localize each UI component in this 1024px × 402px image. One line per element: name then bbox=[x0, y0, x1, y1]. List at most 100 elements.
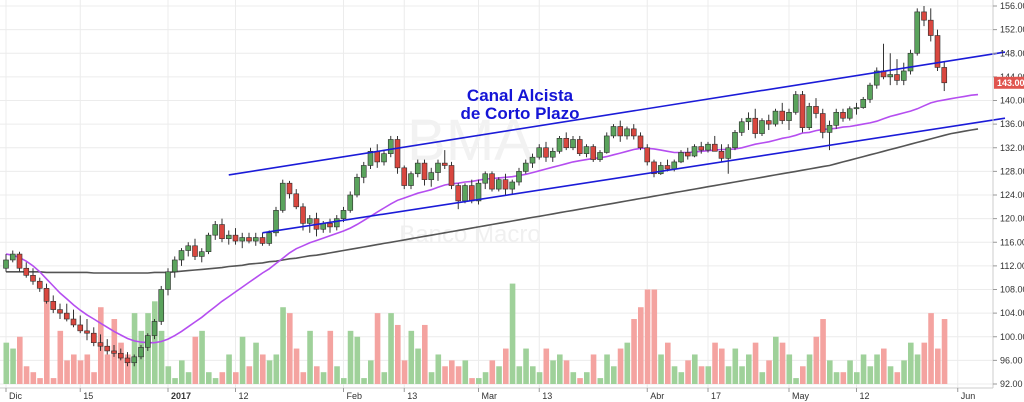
volume-bar bbox=[921, 342, 928, 384]
volume-bar bbox=[489, 360, 496, 384]
candle-body bbox=[732, 132, 738, 149]
candle-body bbox=[266, 232, 273, 244]
y-tick-label: 92.00 bbox=[1000, 379, 1023, 389]
volume-bar bbox=[550, 360, 556, 384]
candle-body bbox=[806, 106, 813, 128]
candle-body bbox=[684, 152, 691, 157]
y-tick-label: 108.00 bbox=[1000, 285, 1024, 295]
volume-bar bbox=[266, 360, 273, 384]
volume-bar bbox=[935, 348, 941, 384]
y-tick-label: 104.00 bbox=[1000, 308, 1024, 318]
candle-body bbox=[421, 162, 428, 180]
candle-body bbox=[509, 181, 516, 190]
candle-body bbox=[576, 139, 583, 154]
candle-body bbox=[401, 167, 408, 186]
candle-body bbox=[846, 108, 853, 119]
candle-body bbox=[354, 176, 360, 196]
candlesticks bbox=[3, 6, 948, 367]
x-tick-label: Feb bbox=[347, 391, 363, 401]
candle-body bbox=[428, 172, 435, 180]
volume-bar bbox=[17, 336, 23, 384]
candle-body bbox=[50, 301, 57, 310]
volume-bar bbox=[570, 372, 577, 384]
candle-body bbox=[678, 152, 684, 163]
volume-bar bbox=[206, 372, 212, 384]
volume-bar bbox=[563, 360, 570, 384]
candle-body bbox=[259, 237, 266, 244]
volume-bar bbox=[739, 366, 745, 384]
volume-bar bbox=[881, 348, 887, 384]
volume-bar bbox=[125, 354, 131, 384]
candle-body bbox=[30, 275, 36, 282]
volume-bar bbox=[91, 372, 97, 384]
candle-body bbox=[597, 152, 603, 160]
candle-body bbox=[306, 218, 313, 224]
candle-body bbox=[347, 194, 354, 211]
volume-bar bbox=[77, 360, 84, 384]
volume-bar bbox=[408, 330, 415, 384]
candle-body bbox=[333, 218, 340, 228]
volume-bar bbox=[698, 366, 705, 384]
candle-body bbox=[549, 150, 556, 158]
x-tick-label: Abr bbox=[650, 391, 664, 401]
volume-bar bbox=[219, 372, 226, 384]
candle-body bbox=[482, 173, 489, 184]
volume-bar bbox=[712, 342, 718, 384]
candle-body bbox=[819, 113, 826, 133]
volume-bar bbox=[462, 360, 469, 384]
volume-bar bbox=[320, 372, 327, 384]
volume-bar bbox=[928, 313, 934, 384]
candle-body bbox=[84, 330, 90, 334]
candle-body bbox=[630, 128, 637, 137]
candle-body bbox=[286, 182, 293, 195]
x-tick-label: 12 bbox=[239, 391, 249, 401]
channel-line bbox=[228, 51, 1006, 176]
candle-body bbox=[900, 70, 907, 81]
volume-bar bbox=[354, 336, 361, 384]
volume-bar bbox=[131, 313, 138, 384]
candle-body bbox=[185, 245, 192, 251]
volume-bar bbox=[820, 319, 826, 384]
candle-body bbox=[644, 147, 651, 163]
volume-bar bbox=[732, 348, 739, 384]
candle-body bbox=[360, 165, 367, 178]
candle-body bbox=[239, 237, 246, 242]
x-axis-ticks: Dic 15 2017 12 Feb 13 Mar 13 Abr 17 May 12 Jun bbox=[5, 388, 975, 401]
y-tick-label: 128.00 bbox=[1000, 166, 1024, 176]
candle-body bbox=[468, 185, 475, 202]
candle-body bbox=[205, 234, 212, 253]
candle-body bbox=[57, 309, 63, 314]
volume-bar bbox=[192, 336, 199, 384]
volume-bar bbox=[746, 354, 752, 384]
volume-bar bbox=[800, 366, 806, 384]
y-tick-label: 96.00 bbox=[1000, 355, 1023, 365]
volume-bar bbox=[516, 366, 523, 384]
candle-body bbox=[192, 245, 198, 257]
candle-body bbox=[894, 74, 900, 81]
volume-bar bbox=[314, 366, 320, 384]
candle-body bbox=[273, 210, 279, 234]
volume-bar bbox=[773, 336, 779, 384]
candle-body bbox=[617, 126, 624, 137]
candle-body bbox=[212, 224, 219, 236]
volume-bar bbox=[678, 372, 685, 384]
volume-bar bbox=[71, 354, 77, 384]
volume-bar bbox=[422, 324, 428, 384]
volume-bar bbox=[361, 378, 367, 384]
watermark-logo: BMA bbox=[407, 108, 533, 173]
volume-bar bbox=[908, 342, 914, 384]
volume-bar bbox=[239, 336, 246, 384]
candle-body bbox=[873, 70, 880, 86]
volume-bar bbox=[725, 366, 732, 384]
volume-bar bbox=[435, 354, 442, 384]
volume-bar bbox=[307, 330, 313, 384]
candle-body bbox=[246, 237, 252, 242]
volume-bar bbox=[442, 366, 448, 384]
candle-body bbox=[786, 112, 792, 121]
volume-bar bbox=[854, 372, 860, 384]
candle-body bbox=[718, 150, 725, 159]
volume-bar bbox=[847, 360, 853, 384]
y-tick-label: 140.00 bbox=[1000, 96, 1024, 106]
volume-bar bbox=[428, 372, 435, 384]
